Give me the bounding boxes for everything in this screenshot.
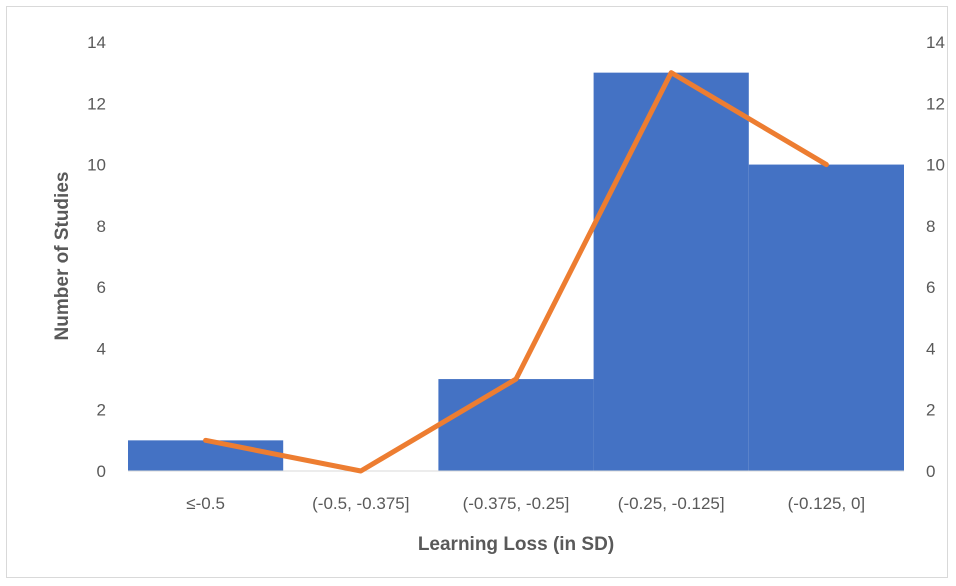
y2-tick-label: 4 [926,339,935,358]
y2-tick-label: 10 [926,156,945,175]
x-axis-ticks: ≤-0.5 (-0.5, -0.375] (-0.375, -0.25] (-0.25… [186,494,865,513]
bar-2 [438,379,594,471]
y-tick-label: 10 [87,156,106,175]
y-axis-title: Number of Studies [52,172,73,341]
y2-tick-label: 12 [926,94,945,113]
y2-tick-label: 8 [926,217,935,236]
x-tick-label: (-0.125, 0] [788,494,866,513]
bar-3 [593,72,749,472]
y-tick-label: 8 [97,217,106,236]
x-axis-title: Learning Loss (in SD) [418,534,614,555]
x-tick-label: (-0.5, -0.375] [312,494,409,513]
bar-0 [128,440,284,471]
y2-tick-label: 2 [926,401,935,420]
y-tick-label: 0 [97,462,106,481]
y-tick-label: 14 [87,33,106,52]
y-tick-label: 6 [97,278,106,297]
line-series [203,70,829,474]
y-tick-label: 12 [87,94,106,113]
x-tick-label: (-0.375, -0.25] [463,494,570,513]
y2-tick-label: 6 [926,278,935,297]
x-tick-label: (-0.25, -0.125] [618,494,725,513]
y2-axis-ticks: 0 2 4 6 8 10 12 14 [926,33,945,481]
y-axis-ticks: 0 2 4 6 8 10 12 14 [87,33,106,481]
y2-tick-label: 14 [926,33,945,52]
bar-series [128,72,904,472]
bar-4 [748,164,904,472]
x-tick-label: ≤-0.5 [186,494,225,513]
y-tick-label: 4 [97,339,106,358]
y2-tick-label: 0 [926,462,935,481]
y-tick-label: 2 [97,401,106,420]
